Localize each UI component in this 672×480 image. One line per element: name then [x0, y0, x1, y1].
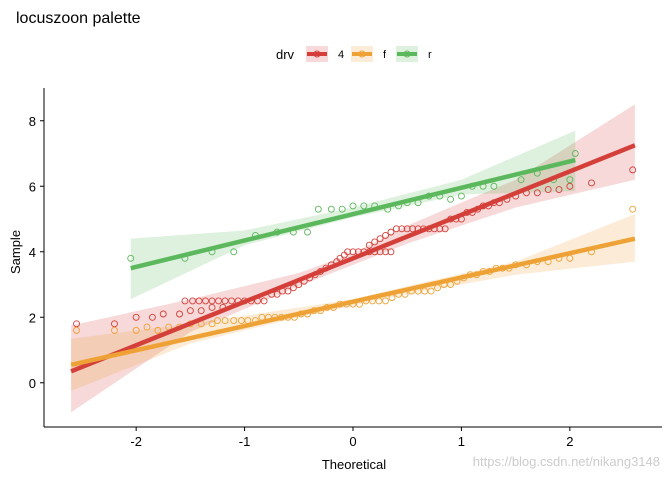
data-point	[588, 179, 595, 187]
y-tick-label: 8	[29, 114, 36, 129]
x-tick-label: 2	[566, 434, 573, 449]
legend-label: 4	[338, 49, 344, 61]
data-point	[181, 297, 189, 305]
data-point	[127, 254, 135, 262]
data-point	[365, 241, 373, 249]
y-tick-label: 0	[29, 376, 36, 391]
data-point	[208, 297, 216, 305]
data-point	[197, 307, 205, 315]
y-axis-title: Sample	[8, 230, 23, 274]
fit-line	[70, 143, 636, 374]
data-point	[338, 205, 346, 213]
data-point	[441, 225, 449, 233]
data-point	[176, 310, 183, 318]
data-point	[403, 225, 411, 233]
legend: drv 4 f r	[276, 46, 432, 62]
data-point	[409, 225, 417, 233]
data-point	[387, 228, 395, 236]
data-point	[566, 176, 574, 184]
data-point	[447, 195, 455, 203]
data-point	[371, 238, 379, 246]
data-point	[392, 225, 400, 233]
data-point	[427, 287, 435, 295]
legend-label: f	[383, 49, 387, 61]
data-point	[186, 307, 194, 315]
legend-label: r	[428, 49, 432, 61]
data-point	[221, 297, 229, 305]
data-point	[73, 320, 80, 328]
data-point	[421, 287, 429, 295]
data-point	[159, 310, 167, 318]
data-point	[284, 287, 292, 295]
axis-ticks: -2 -1 0 1 2 0 2 4 6 8	[29, 114, 574, 449]
legend-title: drv	[276, 47, 295, 62]
legend-key-point	[358, 50, 366, 58]
data-point	[189, 297, 196, 305]
fit-lines	[70, 143, 636, 374]
data-point	[132, 313, 140, 321]
data-point	[398, 225, 406, 233]
chart-title: locuszoon palette	[16, 10, 141, 27]
data-point	[208, 303, 216, 311]
data-point	[382, 297, 389, 305]
data-point	[143, 323, 151, 331]
data-point	[111, 320, 118, 328]
data-point	[230, 317, 238, 325]
data-point	[382, 231, 389, 239]
watermark: https://blog.csdn.net/nikang3148	[473, 454, 660, 469]
data-point	[148, 313, 156, 321]
fit-line	[70, 236, 636, 367]
legend-key-point	[403, 50, 411, 58]
x-tick-label: 0	[349, 434, 356, 449]
data-point	[566, 182, 574, 190]
data-point	[230, 248, 238, 256]
data-point	[73, 326, 80, 334]
data-point	[555, 186, 563, 193]
y-tick-label: 2	[29, 310, 36, 325]
x-tick-label: 1	[458, 434, 465, 449]
data-point	[387, 248, 395, 256]
data-point	[214, 317, 221, 325]
y-tick-label: 4	[29, 245, 36, 260]
data-point	[533, 189, 541, 197]
data-point	[629, 166, 637, 174]
data-point	[154, 326, 162, 334]
fit-line	[130, 157, 576, 271]
data-point	[132, 326, 140, 334]
data-point	[457, 192, 465, 200]
y-tick-label: 6	[29, 179, 36, 194]
data-point	[544, 186, 552, 193]
data-point	[208, 320, 216, 328]
x-tick-label: -2	[130, 434, 142, 449]
data-point	[221, 317, 229, 325]
data-point	[349, 202, 357, 210]
data-point	[360, 202, 368, 210]
data-point	[490, 182, 498, 190]
data-point	[111, 326, 118, 334]
data-point	[228, 297, 236, 305]
data-point	[304, 228, 311, 236]
data-point	[237, 317, 245, 325]
data-point	[289, 284, 297, 292]
data-point	[349, 248, 357, 256]
data-point	[344, 248, 352, 256]
x-tick-label: -1	[239, 434, 251, 449]
x-axis-title: Theoretical	[322, 457, 386, 472]
data-point	[517, 176, 525, 184]
legend-key-point	[313, 50, 321, 58]
data-point	[215, 297, 223, 305]
data-point	[327, 205, 335, 213]
data-point	[260, 297, 268, 305]
data-point	[629, 205, 637, 213]
data-point	[376, 235, 384, 243]
data-point	[202, 297, 209, 305]
data-point	[571, 150, 579, 157]
data-point	[382, 248, 389, 256]
data-point	[314, 205, 322, 213]
data-point	[195, 297, 203, 305]
data-point	[273, 290, 281, 298]
